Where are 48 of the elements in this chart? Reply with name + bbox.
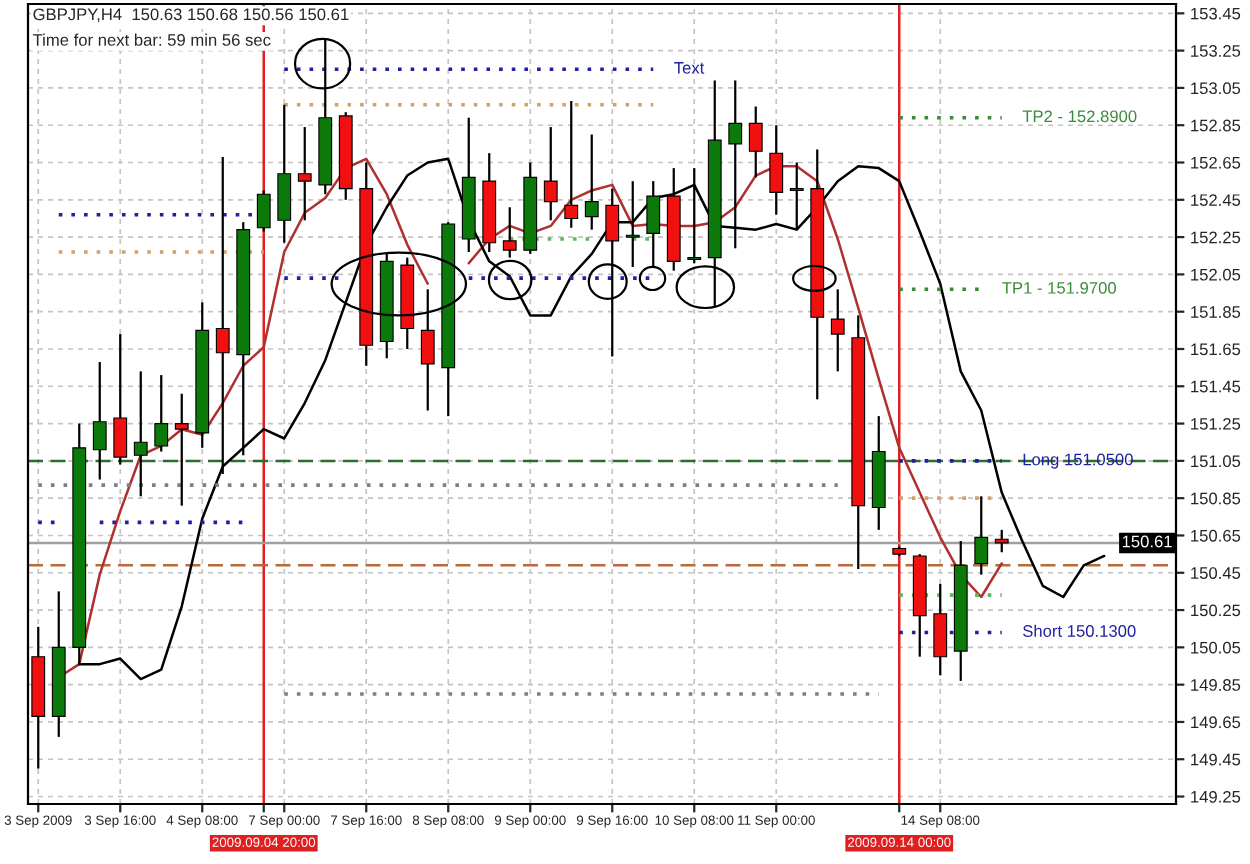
y-tick-label: 152.05 (1191, 268, 1241, 281)
series-label: Short 150.1300 (1023, 624, 1136, 637)
y-tick-label: 151.25 (1191, 417, 1241, 430)
y-tick-label: 152.25 (1191, 231, 1241, 244)
candlestick (769, 124, 784, 216)
candlestick (154, 373, 169, 453)
y-tick-label: 150.65 (1191, 529, 1241, 542)
candlestick (748, 105, 763, 179)
ref-line-label: 150.61 (1122, 535, 1172, 548)
series-label: TP2 - 152.8900 (1022, 110, 1137, 123)
candlestick (133, 370, 148, 498)
series-label: TP1 - 151.9700 (1002, 281, 1116, 294)
candlestick (543, 125, 558, 222)
y-tick-label: 150.45 (1191, 567, 1241, 579)
y-tick-label: 151.85 (1191, 306, 1241, 318)
y-tick-label: 151.65 (1191, 343, 1241, 356)
chart-title: GBPJPY,H4 150.63 150.68 150.56 150.61 (33, 8, 349, 23)
candlestick (584, 133, 599, 231)
y-tick-label: 152.45 (1191, 194, 1241, 207)
candlestick (564, 99, 579, 229)
text: Time for next bar: 59 min 56 sec (32, 33, 271, 46)
y-tick-label: 149.65 (1191, 716, 1241, 729)
candlestick (625, 180, 640, 269)
y-tick-label: 151.05 (1191, 455, 1241, 468)
candlestick (297, 125, 312, 222)
y-tick-label: 150.05 (1191, 641, 1241, 654)
candlestick (113, 332, 128, 466)
y-tick-label: 153.25 (1191, 45, 1241, 57)
candlestick (277, 103, 292, 244)
candlestick (687, 166, 702, 265)
series-label: Text (674, 62, 705, 74)
candlestick (256, 189, 271, 233)
candlestick (830, 288, 845, 373)
y-tick-label: 152.85 (1191, 119, 1241, 132)
y-tick-label: 149.25 (1191, 790, 1241, 803)
y-tick-label: 149.45 (1191, 753, 1241, 766)
candlestick (933, 582, 948, 677)
y-tick-label: 150.25 (1191, 604, 1241, 617)
y-tick-label: 153.45 (1191, 7, 1241, 20)
candlestick (174, 392, 189, 507)
y-tick-label: 150.85 (1191, 492, 1241, 505)
y-tick-label: 149.85 (1191, 679, 1241, 691)
y-tick-label: 152.65 (1191, 156, 1241, 169)
candlestick (92, 360, 107, 481)
candlestick (994, 528, 1009, 554)
candlestick (974, 495, 989, 576)
y-tick-label: 151.45 (1191, 380, 1241, 393)
y-tick-label: 153.05 (1191, 82, 1241, 95)
